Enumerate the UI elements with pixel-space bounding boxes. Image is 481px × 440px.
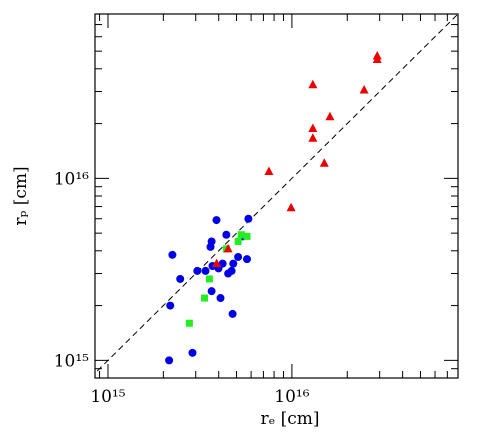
point [201, 266, 210, 275]
point [188, 348, 197, 357]
plot-frame [94, 13, 459, 379]
x-axis-label: rₑ [cm] [260, 409, 319, 429]
point [166, 301, 175, 310]
point [222, 230, 231, 239]
point [168, 250, 177, 259]
point [223, 243, 233, 253]
point [229, 259, 238, 268]
point [165, 356, 174, 365]
point [308, 79, 318, 89]
point [205, 275, 213, 283]
point [308, 133, 318, 142]
point [286, 202, 296, 212]
point [237, 231, 245, 239]
point [218, 259, 227, 268]
point [372, 54, 382, 63]
point [228, 309, 237, 318]
point [243, 232, 251, 240]
point [325, 111, 335, 121]
point [308, 123, 318, 132]
point [201, 294, 209, 302]
point [319, 158, 329, 167]
point [216, 294, 225, 303]
point [207, 287, 216, 296]
y-axis-label: rₚ [cm] [11, 166, 31, 225]
point [243, 255, 252, 264]
point [185, 319, 193, 327]
point [227, 266, 236, 275]
point [234, 252, 243, 261]
plot-area [95, 14, 458, 374]
y-tick-label: 10¹⁶ [54, 169, 89, 189]
point [212, 258, 222, 268]
x-tick-label: 10¹⁵ [90, 387, 125, 407]
point [193, 266, 202, 275]
point [212, 216, 221, 225]
point [244, 214, 253, 223]
y-tick-label: 10¹⁵ [54, 351, 89, 371]
point [359, 84, 369, 94]
point [176, 274, 185, 283]
x-tick-label: 10¹⁶ [274, 387, 309, 407]
point [234, 237, 242, 245]
identity-line [95, 14, 458, 374]
point [207, 237, 216, 246]
point [264, 166, 274, 176]
